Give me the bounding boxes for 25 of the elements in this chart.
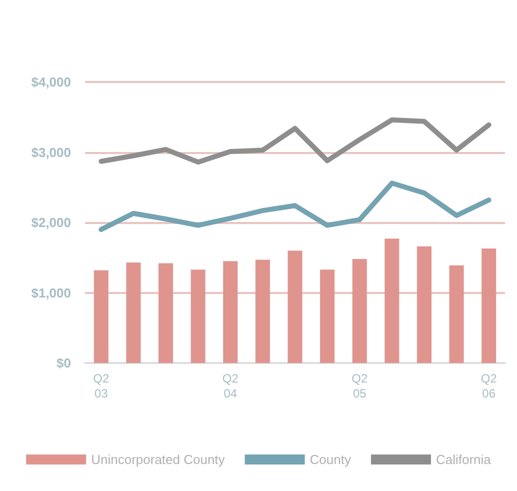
bar — [352, 259, 367, 363]
bar — [482, 248, 496, 363]
legend-label: Unincorporated County — [91, 452, 226, 467]
bar — [190, 270, 206, 363]
x-tick-label: Q2 04 — [222, 372, 239, 400]
bar — [320, 270, 335, 363]
legend-label: California — [436, 452, 492, 467]
bar — [255, 260, 270, 363]
y-tick-label: $1,000 — [31, 285, 71, 300]
bar — [94, 270, 108, 363]
legend-label: County — [310, 452, 352, 467]
bar — [158, 263, 174, 363]
bar — [416, 246, 432, 363]
bar — [288, 250, 302, 363]
y-tick-label: $4,000 — [31, 74, 71, 90]
bar — [126, 262, 141, 363]
y-tick-label: $2,000 — [31, 215, 71, 230]
y-tick-label: $3,000 — [31, 144, 71, 160]
y-tick-label: $0 — [56, 356, 71, 370]
bar — [384, 238, 400, 363]
x-tick-label: Q2 06 — [480, 372, 498, 400]
x-tick-label: Q2 05 — [352, 372, 368, 400]
x-tick-label: Q2 03 — [93, 372, 110, 400]
bar — [223, 261, 238, 363]
bar — [449, 265, 464, 363]
